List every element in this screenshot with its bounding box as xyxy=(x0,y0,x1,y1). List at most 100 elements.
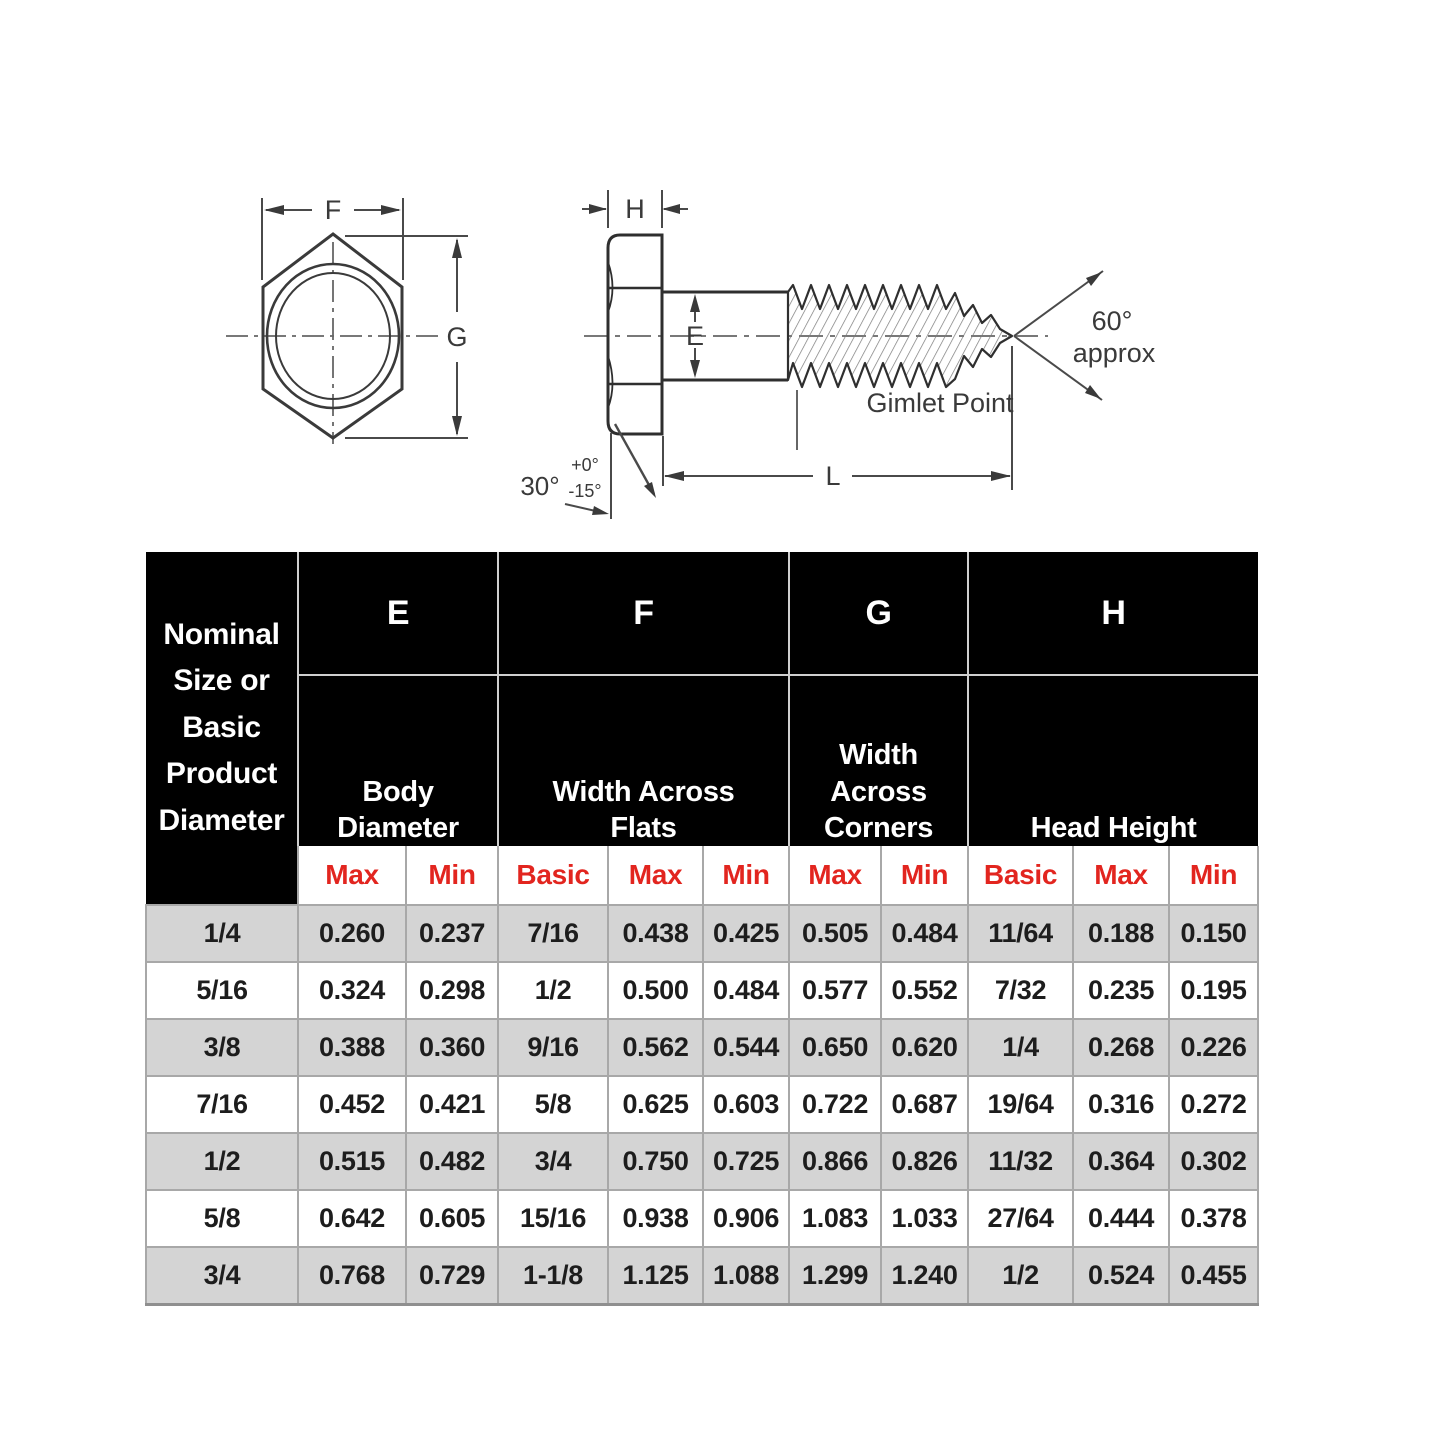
dim-label-h: H xyxy=(625,194,645,224)
spec-value-cell: 0.603 xyxy=(702,1075,791,1134)
dim-E xyxy=(690,294,700,378)
subheader-f-basic: Basic xyxy=(497,846,610,906)
row-size-cell: 5/16 xyxy=(145,961,299,1020)
subheader-g-max: Max xyxy=(788,846,883,906)
spec-value-cell: 0.484 xyxy=(880,904,970,963)
spec-value-cell: 1.033 xyxy=(880,1189,970,1248)
spec-value-cell: 0.866 xyxy=(788,1132,883,1191)
dim-H xyxy=(582,190,688,228)
spec-value-cell: 5/8 xyxy=(497,1075,610,1134)
spec-value-cell: 1/4 xyxy=(967,1018,1075,1077)
spec-value-cell: 0.188 xyxy=(1072,904,1171,963)
spec-value-cell: 0.425 xyxy=(702,904,791,963)
group-name-width-across-flats: Width Across Flats xyxy=(497,675,790,846)
spec-value-cell: 0.577 xyxy=(788,961,883,1020)
spec-value-cell: 0.455 xyxy=(1168,1246,1260,1306)
chamfer-angle-annotation xyxy=(564,423,656,519)
spec-value-cell: 0.729 xyxy=(404,1246,500,1306)
group-header-H: H xyxy=(967,552,1259,676)
spec-value-cell: 0.260 xyxy=(297,904,407,963)
spec-value-cell: 0.906 xyxy=(702,1189,791,1248)
spec-value-cell: 0.298 xyxy=(404,961,500,1020)
spec-value-cell: 0.482 xyxy=(404,1132,500,1191)
spec-value-cell: 1-1/8 xyxy=(497,1246,610,1306)
spec-value-cell: 0.272 xyxy=(1168,1075,1260,1134)
head-outline xyxy=(606,233,664,436)
spec-value-cell: 0.364 xyxy=(1072,1132,1171,1191)
spec-value-cell: 0.421 xyxy=(404,1075,500,1134)
spec-value-cell: 11/32 xyxy=(967,1132,1075,1191)
table-row: 7/16 0.452 0.421 5/8 0.625 0.603 0.722 0.687 19/… xyxy=(145,1075,1260,1134)
subheader-e-max: Max xyxy=(297,846,407,906)
group-name-head-height: Head Height xyxy=(967,675,1259,846)
spec-value-cell: 15/16 xyxy=(497,1189,610,1248)
spec-value-cell: 0.515 xyxy=(297,1132,407,1191)
spec-value-cell: 0.452 xyxy=(297,1075,407,1134)
group-name-width-across-corners: Width Across Corners xyxy=(788,675,969,846)
group-header-G: G xyxy=(788,552,969,676)
subheader-g-min: Min xyxy=(880,846,970,906)
spec-value-cell: 0.552 xyxy=(880,961,970,1020)
spec-value-cell: 0.444 xyxy=(1072,1189,1171,1248)
spec-value-cell: 0.938 xyxy=(607,1189,705,1248)
spec-value-cell: 0.524 xyxy=(1072,1246,1171,1306)
chamfer-tol-minus: -15° xyxy=(568,481,601,501)
spec-value-cell: 19/64 xyxy=(967,1075,1075,1134)
spec-table-body: 1/4 0.260 0.237 7/16 0.438 0.425 0.505 0.484 11/… xyxy=(145,904,1260,1306)
spec-value-cell: 0.438 xyxy=(607,904,705,963)
row-size-cell: 3/4 xyxy=(145,1246,299,1306)
spec-value-cell: 0.378 xyxy=(1168,1189,1260,1248)
spec-value-cell: 0.324 xyxy=(297,961,407,1020)
dim-G xyxy=(345,235,468,439)
gimlet-point-label: Gimlet Point xyxy=(866,388,1014,418)
description-header-row: Body Diameter Width Across Flats Width A… xyxy=(146,675,1259,846)
spec-value-cell: 1.240 xyxy=(880,1246,970,1306)
spec-value-cell: 0.750 xyxy=(607,1132,705,1191)
dimension-table: Nominal Size or Basic Product Diameter E… xyxy=(145,552,1260,1306)
chamfer-angle-label: 30° xyxy=(520,471,559,501)
spec-value-cell: 0.826 xyxy=(880,1132,970,1191)
spec-value-cell: 1/2 xyxy=(967,1246,1075,1306)
subheader-h-basic: Basic xyxy=(967,846,1075,906)
spec-value-cell: 1.125 xyxy=(607,1246,705,1306)
lag-screw-drawing: F G xyxy=(226,190,1156,519)
dim-label-g: G xyxy=(446,322,467,352)
spec-value-cell: 1.299 xyxy=(788,1246,883,1306)
subheader-h-max: Max xyxy=(1072,846,1171,906)
spec-value-cell: 7/32 xyxy=(967,961,1075,1020)
table-row: 1/2 0.515 0.482 3/4 0.750 0.725 0.866 0.826 11/3… xyxy=(145,1132,1260,1191)
chamfer-circle-outer xyxy=(265,262,401,410)
spec-value-cell: 0.316 xyxy=(1072,1075,1171,1134)
chamfer-tol-plus: +0° xyxy=(571,455,599,475)
spec-value-cell: 27/64 xyxy=(967,1189,1075,1248)
subheader-f-max: Max xyxy=(607,846,705,906)
spec-value-cell: 0.235 xyxy=(1072,961,1171,1020)
row-size-cell: 3/8 xyxy=(145,1018,299,1077)
table-row: 5/16 0.324 0.298 1/2 0.500 0.484 0.577 0.552 7/3… xyxy=(145,961,1260,1020)
dim-F xyxy=(261,198,404,280)
spec-value-cell: 3/4 xyxy=(497,1132,610,1191)
corner-header: Nominal Size or Basic Product Diameter xyxy=(146,552,298,905)
spec-value-cell: 0.505 xyxy=(788,904,883,963)
spec-value-cell: 0.484 xyxy=(702,961,791,1020)
spec-value-cell: 1.083 xyxy=(788,1189,883,1248)
spec-value-cell: 0.768 xyxy=(297,1246,407,1306)
spec-value-cell: 9/16 xyxy=(497,1018,610,1077)
spec-value-cell: 0.562 xyxy=(607,1018,705,1077)
row-size-cell: 5/8 xyxy=(145,1189,299,1248)
point-angle-annotation xyxy=(1013,270,1104,401)
spec-value-cell: 0.268 xyxy=(1072,1018,1171,1077)
row-size-cell: 1/4 xyxy=(145,904,299,963)
spec-value-cell: 0.725 xyxy=(702,1132,791,1191)
spec-value-cell: 0.150 xyxy=(1168,904,1260,963)
row-size-cell: 1/2 xyxy=(145,1132,299,1191)
group-name-body-diameter: Body Diameter xyxy=(296,675,499,846)
group-header-F: F xyxy=(497,552,790,676)
subheader-e-min: Min xyxy=(404,846,500,906)
spec-value-cell: 0.642 xyxy=(297,1189,407,1248)
spec-value-cell: 0.360 xyxy=(404,1018,500,1077)
spec-value-cell: 0.226 xyxy=(1168,1018,1260,1077)
subheader-h-min: Min xyxy=(1168,846,1260,906)
subheader-row: Max Min Basic Max Min Max Min Basic Max … xyxy=(146,846,1260,906)
